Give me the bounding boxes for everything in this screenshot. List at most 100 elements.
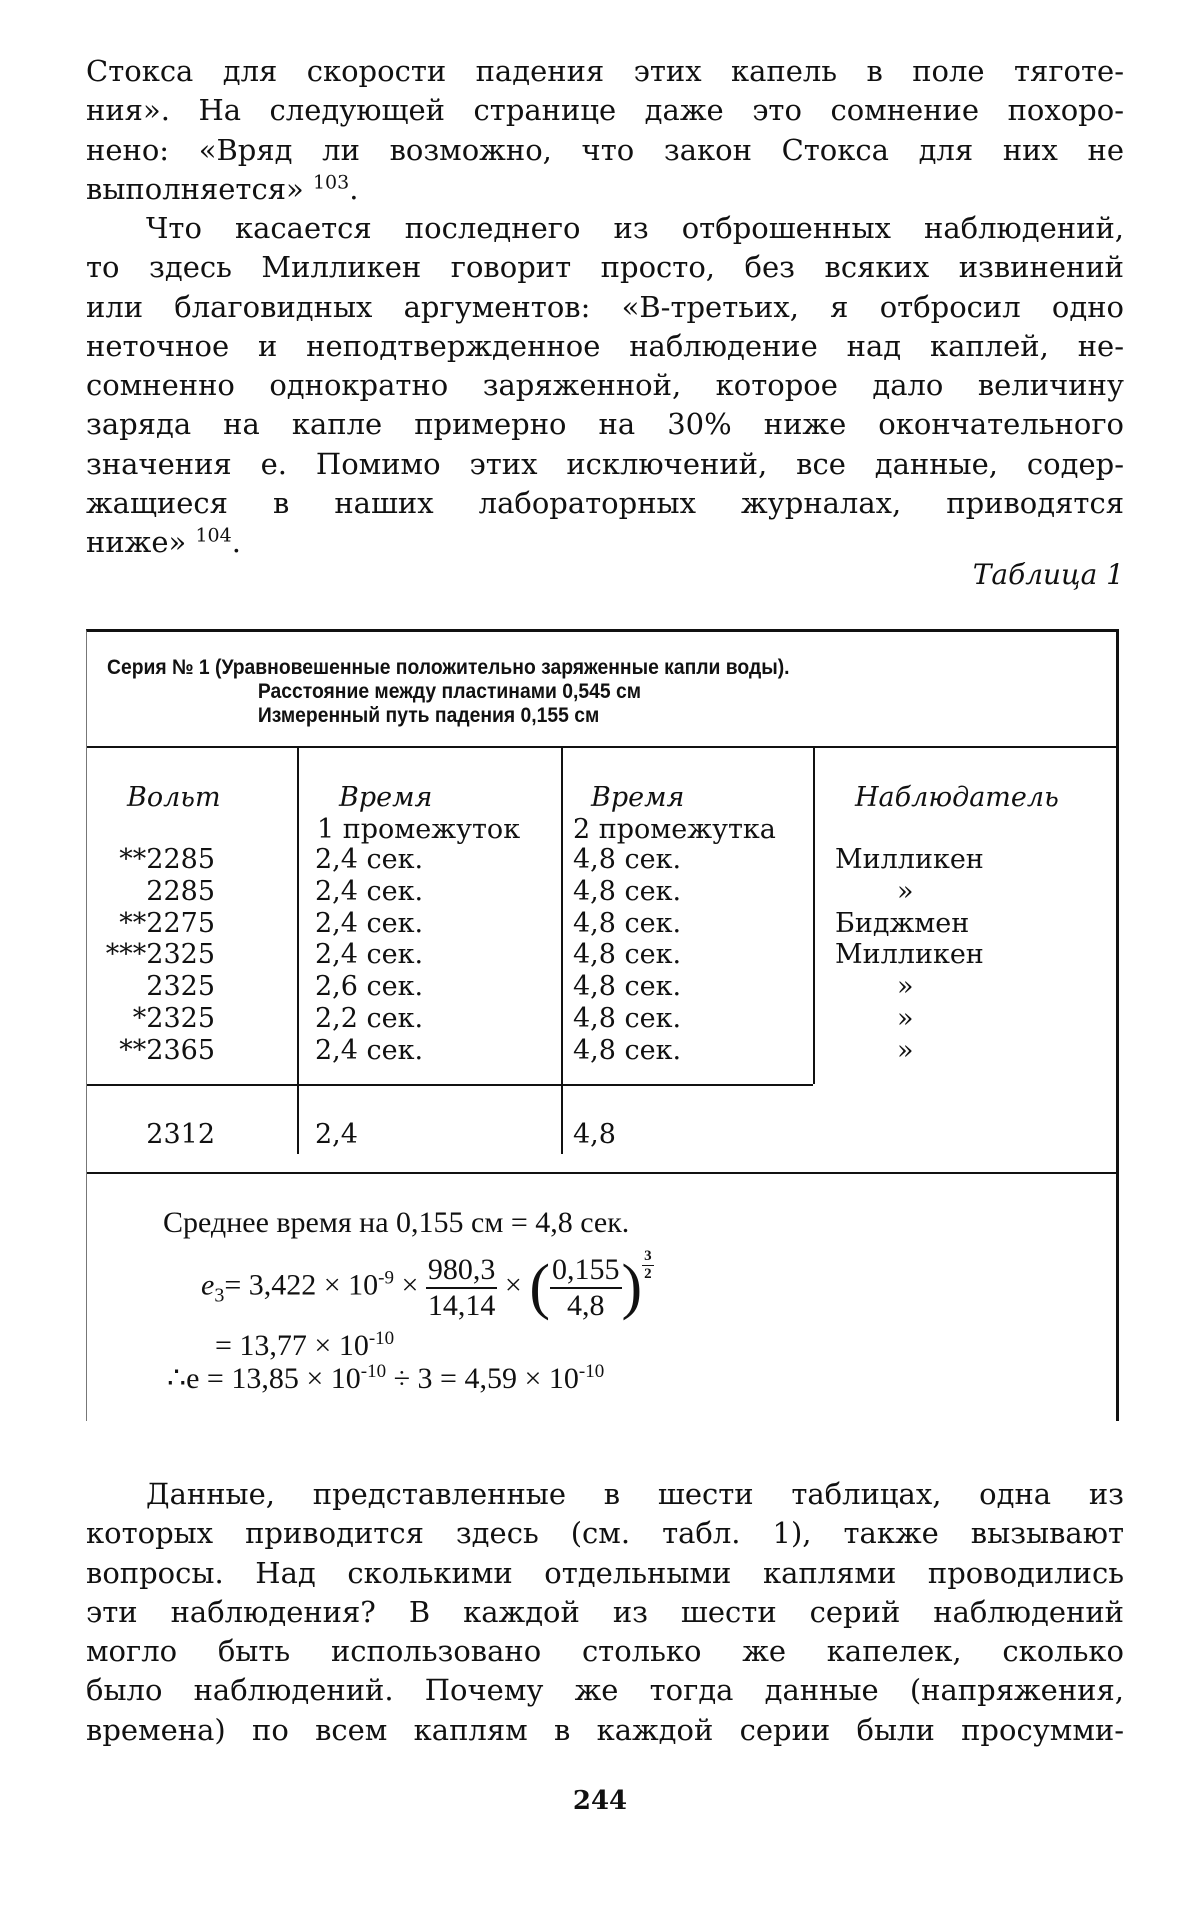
text-line: Стокса для скорости падения этих капель … — [86, 52, 1124, 91]
text-line: или благовидных аргументов: «В-третьих, … — [86, 288, 1124, 327]
text-line: заряда на капле примерно на 30% ниже око… — [86, 405, 1124, 444]
operator: × — [402, 1268, 419, 1301]
cell-volts: ***2325 — [87, 939, 215, 971]
cell-time-1: 2,4 сек. — [315, 908, 423, 940]
divider — [561, 748, 563, 1154]
total-volts: 2312 — [87, 1119, 215, 1151]
cell-time-2: 4,8 сек. — [573, 971, 681, 1003]
paragraph-1: Стокса для скорости падения этих капель … — [86, 52, 1124, 209]
table-caption: Таблица 1 — [973, 558, 1124, 591]
text: . — [232, 525, 241, 559]
cell-volts: **2365 — [87, 1035, 215, 1067]
label: Время — [317, 782, 520, 814]
cell-time-2: 4,8 сек. — [573, 844, 681, 876]
term: = 13,77 × 10 — [215, 1329, 369, 1362]
cell-time-1: 2,4 сек. — [315, 939, 423, 971]
formula-result: = 13,77 × 10-10 — [215, 1329, 394, 1363]
total-time-1: 2,4 — [315, 1119, 358, 1151]
text-line: времена) по всем каплям в каждой серии б… — [86, 1711, 1124, 1750]
footnote-ref: 103 — [313, 171, 349, 193]
text-line: нено: «Вряд ли возможно, что закон Стокс… — [86, 131, 1124, 170]
text-line: вопросы. Над сколькими отдельными каплям… — [86, 1554, 1124, 1593]
page-number: 244 — [0, 1786, 1200, 1816]
formula-e3: e3= 3,422 × 10-9 × 980,314,14 × (0,1554,… — [201, 1252, 654, 1323]
formula-average: Среднее время на 0,155 см = 4,8 сек. — [163, 1206, 629, 1240]
header-line: Измеренный путь падения 0,155 см — [107, 704, 790, 728]
header-line: Серия № 1 (Уравновешенные положительно з… — [107, 656, 790, 679]
subscript: 3 — [214, 1284, 224, 1306]
sublabel: 1 промежуток — [317, 814, 520, 845]
text-line: ния». На следующей странице даже это сом… — [86, 91, 1124, 130]
numerator: 3 — [642, 1248, 654, 1266]
text-line: могло быть использовано столько же капел… — [86, 1632, 1124, 1671]
cell-observer: » — [897, 876, 914, 908]
exponent: -10 — [361, 1361, 386, 1382]
text-line: эти наблюдения? В каждой из шести серий … — [86, 1593, 1124, 1632]
term: = 3,422 × 10 — [224, 1268, 378, 1301]
cell-observer: » — [897, 1003, 914, 1035]
total-time-2: 4,8 — [573, 1119, 616, 1151]
text: ниже» — [86, 525, 186, 559]
formula-final: ∴e = 13,85 × 10-10 ÷ 3 = 4,59 × 10-10 — [167, 1361, 604, 1396]
term: ∴e = 13,85 × 10 — [167, 1362, 361, 1395]
exponent: -10 — [579, 1361, 604, 1382]
text-line: было наблюдений. Почему же тогда данные … — [86, 1671, 1124, 1710]
cell-volts: *2325 — [87, 1003, 215, 1035]
text-line: то здесь Милликен говорит просто, без вс… — [86, 248, 1124, 287]
cell-time-2: 4,8 сек. — [573, 876, 681, 908]
cell-volts: 2325 — [87, 971, 215, 1003]
header-line: Расстояние между пластинами 0,545 см — [107, 680, 790, 704]
denominator: 2 — [642, 1266, 654, 1283]
cell-time-1: 2,4 сек. — [315, 1035, 423, 1067]
cell-time-1: 2,2 сек. — [315, 1003, 423, 1035]
text-line: Что касается последнего из отброшенных н… — [86, 209, 1124, 248]
text-line: выполняется» 103. — [86, 170, 1124, 209]
column-header-time-2: Время2 промежутка — [573, 782, 776, 846]
text-line: Данные, представленные в шести таблицах,… — [86, 1475, 1124, 1514]
text-line: неточное и неподтвержденное наблюдение н… — [86, 327, 1124, 366]
paragraph-2: Что касается последнего из отброшенных н… — [86, 209, 1124, 563]
divider — [813, 748, 815, 1084]
cell-volts: **2275 — [87, 908, 215, 940]
cell-volts: **2285 — [87, 844, 215, 876]
text-line: значения e. Помимо этих исключений, все … — [86, 445, 1124, 484]
cell-time-2: 4,8 сек. — [573, 1035, 681, 1067]
divider — [87, 746, 1116, 748]
divider — [87, 1172, 1116, 1174]
exponent: -10 — [369, 1328, 394, 1349]
exponent: -9 — [378, 1267, 394, 1288]
cell-time-1: 2,4 сек. — [315, 844, 423, 876]
cell-time-2: 4,8 сек. — [573, 908, 681, 940]
power-fraction: 32 — [642, 1248, 654, 1283]
text-line: жащиеся в наших лабораторных журналах, п… — [86, 484, 1124, 523]
column-header-volts: Вольт — [127, 782, 221, 814]
numerator: 0,155 — [550, 1253, 622, 1289]
text: выполняется» — [86, 172, 304, 206]
divider — [297, 748, 299, 1154]
cell-time-2: 4,8 сек. — [573, 939, 681, 971]
fraction: 980,314,14 — [426, 1253, 498, 1323]
cell-observer: » — [897, 1035, 914, 1067]
denominator: 4,8 — [550, 1289, 622, 1323]
text-line: которых приводится здесь (см. табл. 1), … — [86, 1514, 1124, 1553]
cell-time-2: 4,8 сек. — [573, 1003, 681, 1035]
symbol: e — [201, 1268, 214, 1301]
text: . — [349, 172, 358, 206]
table-header: Серия № 1 (Уравновешенные положительно з… — [107, 656, 790, 728]
cell-time-1: 2,6 сек. — [315, 971, 423, 1003]
fraction: 0,1554,8 — [550, 1253, 622, 1323]
paragraph-3: Данные, представленные в шести таблицах,… — [86, 1475, 1124, 1750]
footnote-ref: 104 — [195, 525, 231, 547]
term: ÷ 3 = 4,59 × 10 — [386, 1362, 579, 1395]
column-header-observer: Наблюдатель — [855, 782, 1059, 814]
numerator: 980,3 — [426, 1253, 498, 1289]
column-header-time-1: Время1 промежуток — [317, 782, 520, 846]
cell-observer: » — [897, 971, 914, 1003]
label: Время — [573, 782, 776, 814]
sublabel: 2 промежутка — [573, 814, 776, 845]
cell-observer: Милликен — [835, 939, 984, 971]
cell-time-1: 2,4 сек. — [315, 876, 423, 908]
text-line: сомненно однократно заряженной, которое … — [86, 366, 1124, 405]
data-table: Серия № 1 (Уравновешенные положительно з… — [86, 629, 1119, 1421]
denominator: 14,14 — [426, 1289, 498, 1323]
